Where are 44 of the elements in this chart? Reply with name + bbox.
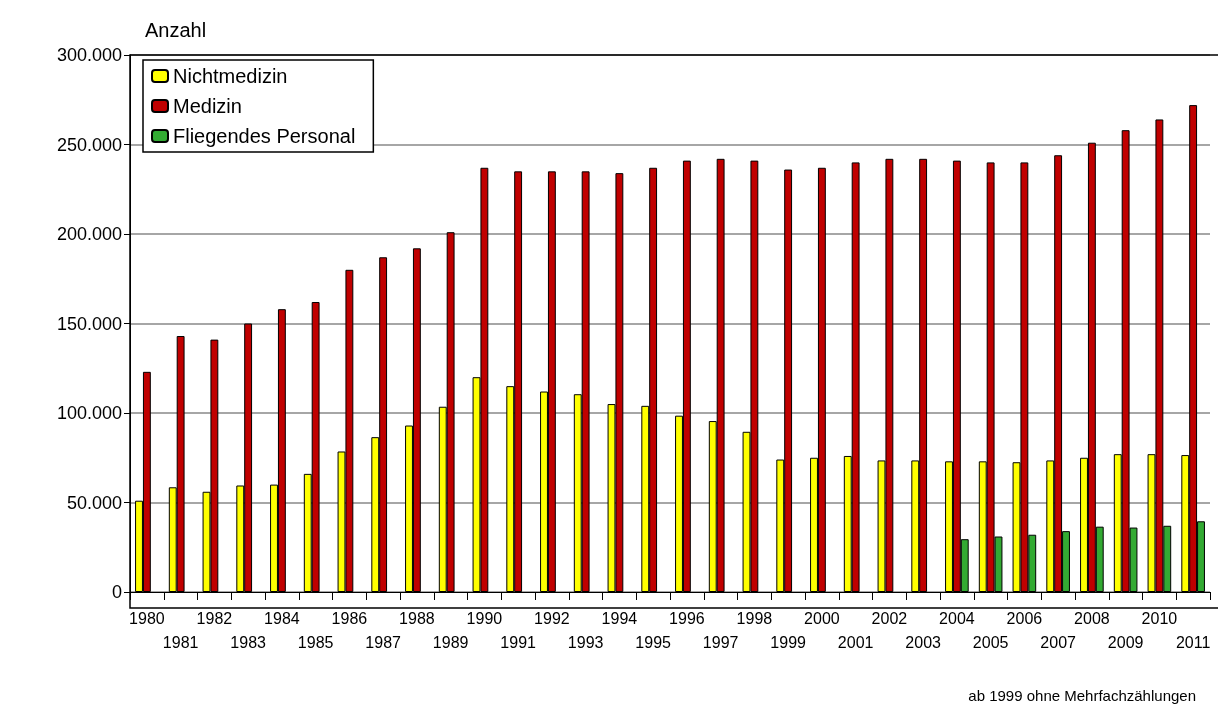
x-tick-label: 1987 bbox=[365, 633, 402, 651]
y-tick-label: 200.000 bbox=[56, 224, 122, 244]
legend-label: Fliegendes Personal bbox=[173, 125, 356, 147]
y-axis-title: Anzahl bbox=[145, 19, 207, 41]
text: ab 1999 ohne Mehrfachzählungen bbox=[968, 687, 1197, 704]
x-tick-label: 1993 bbox=[567, 633, 604, 651]
y-tick-label: 150.000 bbox=[56, 313, 122, 334]
y-tick-label: 50.000 bbox=[66, 492, 122, 513]
x-tick-label: 2005 bbox=[972, 633, 1009, 651]
x-tick-label: 2003 bbox=[905, 633, 942, 651]
x-tick-label: 2006 bbox=[1006, 609, 1043, 627]
x-tick-label: 2007 bbox=[1040, 633, 1077, 651]
y-tick-label: 0 bbox=[111, 582, 122, 602]
x-tick-label: 1989 bbox=[432, 633, 469, 651]
x-tick-label: 2010 bbox=[1141, 609, 1178, 627]
x-tick-label: 2008 bbox=[1074, 609, 1110, 627]
x-tick-label: 1995 bbox=[635, 633, 672, 651]
x-tick-label: 1991 bbox=[500, 633, 537, 651]
x-tick-label: 2002 bbox=[871, 609, 908, 627]
x-tick-label: 1982 bbox=[196, 609, 233, 627]
x-tick-label: 2004 bbox=[939, 609, 975, 627]
x-tick-label: 1986 bbox=[331, 609, 368, 627]
x-tick-label: 1984 bbox=[264, 609, 300, 627]
x-tick-label: 1990 bbox=[466, 609, 503, 627]
y-tick-label: 300.000 bbox=[56, 45, 122, 65]
x-tick-label: 2000 bbox=[804, 609, 840, 627]
x-tick-label: 1992 bbox=[534, 609, 570, 627]
x-tick-label: 1997 bbox=[702, 633, 739, 651]
x-tick-label: 2001 bbox=[837, 633, 874, 651]
x-tick-label: 1981 bbox=[162, 633, 199, 651]
x-tick-label: 1985 bbox=[297, 633, 334, 651]
y-tick-label: 250.000 bbox=[56, 134, 122, 155]
x-tick-label: 1994 bbox=[601, 609, 638, 627]
y-tick-label: 100.000 bbox=[56, 403, 122, 423]
x-tick-label: 1999 bbox=[770, 633, 807, 651]
x-tick-label: 2011 bbox=[1175, 633, 1211, 651]
x-tick-label: 1996 bbox=[669, 609, 705, 627]
legend-label: Nichtmedizin bbox=[173, 65, 288, 87]
x-tick-label: 1998 bbox=[736, 609, 773, 627]
legend-label: Medizin bbox=[173, 95, 242, 117]
x-tick-label: 1983 bbox=[230, 633, 267, 651]
x-tick-label: 1980 bbox=[129, 609, 165, 627]
x-tick-label: 1988 bbox=[399, 609, 435, 627]
x-tick-label: 2009 bbox=[1107, 633, 1144, 651]
